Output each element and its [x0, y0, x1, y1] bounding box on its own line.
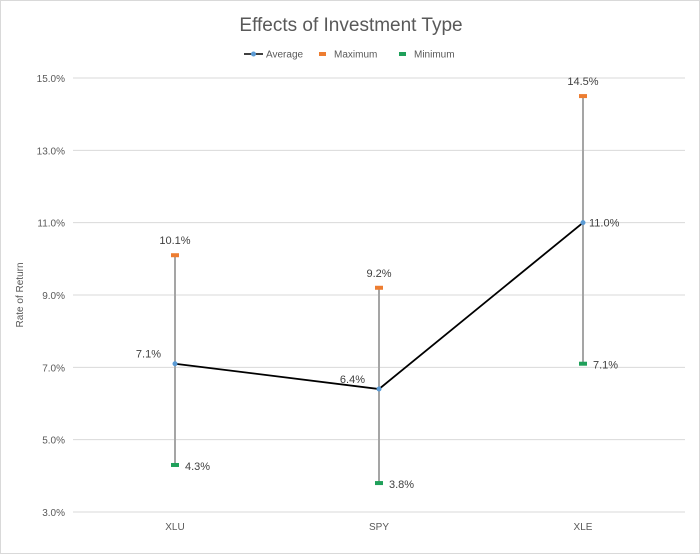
minimum-point: [375, 481, 383, 486]
chart-title: Effects of Investment Type: [239, 15, 462, 36]
legend-maximum-label: Maximum: [334, 50, 377, 61]
legend-minimum-swatch: [399, 52, 406, 56]
average-point: [376, 386, 382, 392]
x-tick-label: XLE: [574, 522, 593, 533]
y-axis-label: Rate of Return: [15, 262, 26, 327]
average-label: 6.4%: [340, 374, 365, 386]
average-point: [172, 361, 178, 367]
maximum-point: [171, 253, 179, 258]
minimum-label: 3.8%: [389, 479, 414, 491]
maximum-point: [579, 94, 587, 99]
y-tick-label: 11.0%: [37, 219, 65, 230]
average-point: [580, 220, 586, 226]
maximum-label: 10.1%: [159, 235, 190, 247]
minimum-label: 4.3%: [185, 461, 210, 473]
legend-minimum-label: Minimum: [414, 50, 455, 61]
average-label: 7.1%: [136, 349, 161, 361]
legend-average-label: Average: [266, 50, 304, 61]
y-tick-label: 15.0%: [37, 74, 65, 85]
average-label: 11.0%: [589, 218, 620, 230]
x-tick-label: XLU: [165, 522, 184, 533]
x-tick-label: SPY: [369, 522, 389, 533]
minimum-label: 7.1%: [593, 360, 618, 372]
y-tick-label: 7.0%: [42, 363, 65, 374]
legend-maximum-swatch: [319, 52, 326, 56]
minimum-point: [171, 462, 179, 467]
maximum-label: 9.2%: [366, 268, 391, 280]
y-tick-label: 13.0%: [37, 146, 65, 157]
legend-average-marker: [251, 51, 256, 57]
y-tick-label: 9.0%: [42, 291, 65, 302]
y-tick-label: 5.0%: [42, 436, 65, 447]
y-tick-label: 3.0%: [42, 508, 65, 519]
maximum-point: [375, 285, 383, 290]
minimum-point: [579, 361, 587, 366]
maximum-label: 14.5%: [567, 76, 598, 88]
